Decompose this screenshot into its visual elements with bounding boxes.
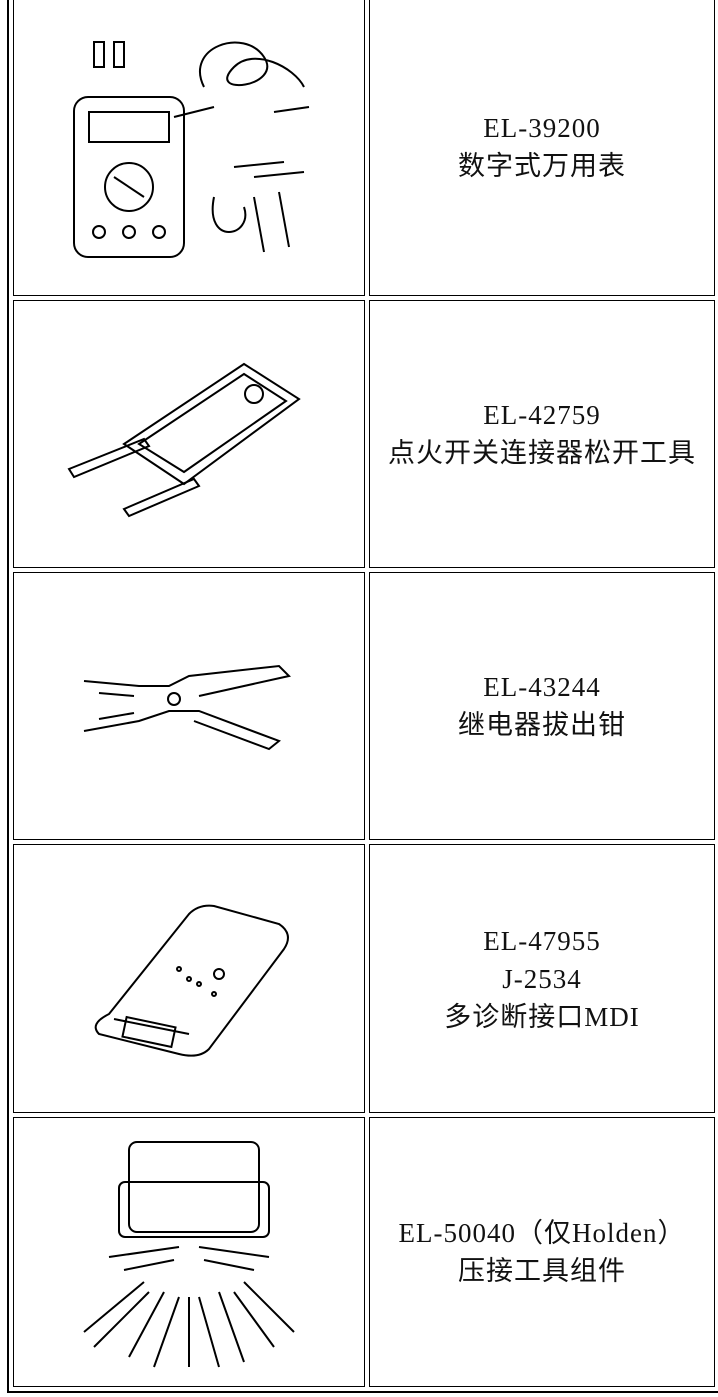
text-cell: EL-50040（仅Holden） 压接工具组件 xyxy=(369,1117,715,1387)
row: EL-43244 继电器拔出钳 xyxy=(13,572,715,840)
text-cell: EL-39200 数字式万用表 xyxy=(369,0,715,296)
crimp-kit-drawing xyxy=(83,1141,295,1368)
line: 压接工具组件 xyxy=(458,1256,626,1286)
row: EL-50040（仅Holden） 压接工具组件 xyxy=(13,1117,715,1387)
image-cell xyxy=(13,572,365,840)
text-cell: EL-42759 点火开关连接器松开工具 xyxy=(369,300,715,568)
text-cell: EL-43244 继电器拔出钳 xyxy=(369,572,715,840)
line: 数字式万用表 xyxy=(458,151,626,181)
line: EL-43244 xyxy=(483,672,601,702)
line: 多诊断接口MDI xyxy=(444,1001,640,1032)
pliers-drawing xyxy=(83,664,291,751)
image-cell xyxy=(13,0,365,296)
mdi-drawing xyxy=(94,904,289,1057)
row: EL-42759 点火开关连接器松开工具 xyxy=(13,300,715,568)
row: EL-47955 J-2534 多诊断接口MDI xyxy=(13,844,715,1113)
image-cell xyxy=(13,1117,365,1387)
line: EL-42759 xyxy=(483,400,601,430)
multimeter-drawing xyxy=(73,41,310,258)
text-cell: EL-47955 J-2534 多诊断接口MDI xyxy=(369,844,715,1113)
line: 点火开关连接器松开工具 xyxy=(388,438,696,468)
line: J-2534 xyxy=(502,963,582,994)
row: EL-39200 数字式万用表 xyxy=(13,0,715,296)
image-cell xyxy=(13,300,365,568)
image-cell xyxy=(13,844,365,1113)
line: EL-47955 xyxy=(483,925,601,956)
line: EL-50040（仅Holden） xyxy=(398,1218,686,1248)
release-tool-drawing xyxy=(67,362,301,518)
line: EL-39200 xyxy=(483,113,601,143)
line: 继电器拔出钳 xyxy=(458,710,626,740)
tool-table: EL-39200 数字式万用表 EL-42759 点火开关连接器松开工具 EL-… xyxy=(7,0,718,1393)
